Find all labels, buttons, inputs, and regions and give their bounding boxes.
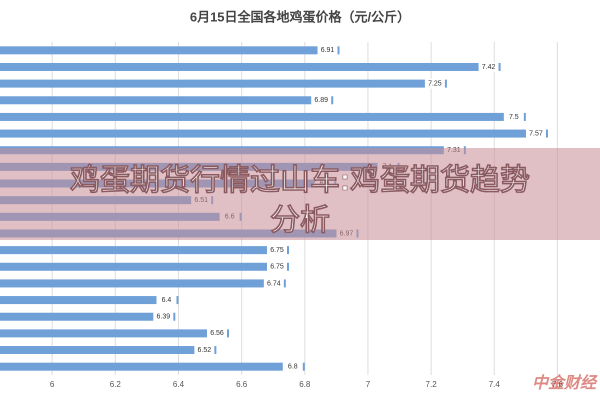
value-label-bg: [194, 345, 215, 356]
bar: [0, 312, 176, 321]
bar: [0, 329, 229, 338]
watermark: 中金财经: [532, 374, 598, 392]
value-label-bg: [317, 45, 338, 56]
x-tick-label: 6.2: [110, 380, 122, 389]
value-label: 6.8: [288, 364, 298, 371]
banner-line: 分析: [270, 204, 330, 237]
x-tick-label: 6.4: [173, 380, 185, 389]
value-label: 6.89: [314, 97, 328, 104]
bar: [0, 262, 289, 271]
value-label-bg: [311, 95, 332, 106]
x-tick-label: 6.6: [236, 380, 248, 389]
value-label: 7.25: [428, 80, 442, 87]
value-label-bg: [207, 328, 227, 339]
banner-line: 鸡蛋期货行情过山车:鸡蛋期货趋势: [70, 163, 530, 197]
value-label-bg: [478, 61, 499, 72]
value-label-bg: [263, 278, 284, 289]
value-label: 6.75: [270, 264, 284, 271]
bar: [0, 362, 305, 371]
bar: [0, 246, 289, 255]
x-tick-label: 6: [50, 380, 55, 389]
value-label-bg: [156, 295, 177, 306]
value-label: 7.57: [529, 130, 543, 137]
value-label-bg: [153, 311, 174, 322]
bar: [0, 296, 179, 305]
value-label: 7.5: [509, 114, 519, 121]
x-tick-label: 7.2: [426, 380, 438, 389]
value-label: 6.75: [270, 247, 284, 254]
bar: [0, 79, 447, 88]
value-label-bg: [424, 78, 445, 89]
value-label: 6.74: [267, 280, 281, 287]
value-label-bg: [267, 261, 287, 272]
x-tick-label: 6.8: [299, 380, 311, 389]
bar: [0, 46, 340, 55]
value-label: 6.52: [198, 347, 212, 354]
chart-title: 6月15日全国各地鸡蛋价格（元/公斤）: [190, 9, 410, 24]
value-label: 6.56: [210, 330, 224, 337]
x-tick-label: 7.4: [489, 380, 501, 389]
banner-band: [0, 148, 600, 240]
value-label-bg: [282, 361, 303, 372]
banner-text: 鸡蛋期货行情过山车:鸡蛋期货趋势分析: [70, 163, 530, 237]
x-tick-label: 7.6: [552, 380, 564, 389]
bar: [0, 129, 548, 138]
bar: [0, 112, 526, 121]
x-tick-label: 7: [366, 380, 371, 389]
value-label: 6.91: [321, 47, 335, 54]
bar: [0, 346, 217, 355]
value-label-bg: [267, 245, 287, 256]
bar: [0, 279, 286, 288]
value-label: 6.4: [162, 297, 172, 304]
bar: [0, 96, 334, 105]
bar: [0, 62, 501, 71]
value-label-bg: [525, 128, 546, 139]
value-label: 7.42: [482, 64, 496, 71]
value-label-bg: [503, 111, 524, 122]
value-label: 6.39: [157, 314, 171, 321]
